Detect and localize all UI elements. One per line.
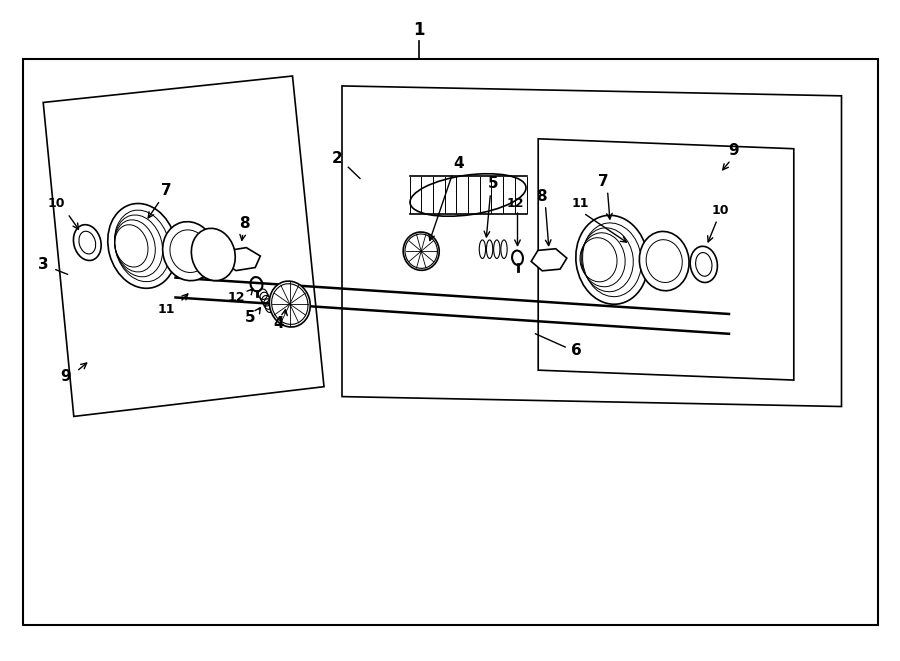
Text: 5: 5 xyxy=(488,176,499,191)
Text: 10: 10 xyxy=(48,197,66,210)
Text: 7: 7 xyxy=(161,183,172,198)
Text: 12: 12 xyxy=(507,197,525,210)
Text: 8: 8 xyxy=(536,190,547,204)
Ellipse shape xyxy=(108,204,176,288)
Text: 5: 5 xyxy=(245,310,256,325)
Text: 12: 12 xyxy=(228,291,246,304)
Text: 9: 9 xyxy=(728,143,739,158)
Ellipse shape xyxy=(690,247,717,282)
Text: 10: 10 xyxy=(711,204,729,217)
Text: 6: 6 xyxy=(571,343,581,358)
Polygon shape xyxy=(531,249,567,271)
Ellipse shape xyxy=(163,221,215,281)
Text: 11: 11 xyxy=(572,197,590,210)
Ellipse shape xyxy=(639,231,689,291)
Text: 7: 7 xyxy=(598,175,608,189)
Text: 8: 8 xyxy=(239,216,250,231)
Ellipse shape xyxy=(269,281,310,327)
Polygon shape xyxy=(222,248,260,270)
Ellipse shape xyxy=(410,174,526,216)
Text: 9: 9 xyxy=(60,369,71,384)
Ellipse shape xyxy=(74,225,101,260)
Bar xyxy=(22,59,878,625)
Text: 1: 1 xyxy=(413,20,424,39)
Text: 3: 3 xyxy=(38,257,49,272)
Text: 4: 4 xyxy=(454,157,464,171)
Text: 11: 11 xyxy=(158,303,176,316)
Ellipse shape xyxy=(576,215,648,304)
Text: 4: 4 xyxy=(274,317,284,331)
Ellipse shape xyxy=(192,228,235,281)
Text: 2: 2 xyxy=(332,151,343,166)
Ellipse shape xyxy=(403,232,439,270)
